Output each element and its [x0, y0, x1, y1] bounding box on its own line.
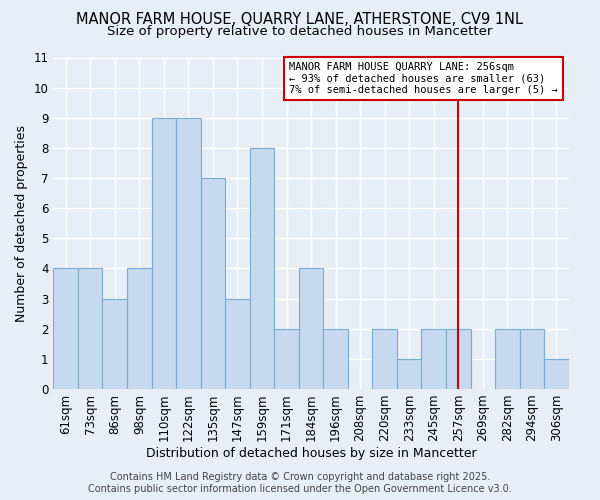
Bar [421, 328, 446, 389]
Text: Size of property relative to detached houses in Mancetter: Size of property relative to detached ho… [107, 25, 493, 38]
Bar [323, 328, 348, 389]
Bar [78, 268, 103, 389]
Text: Contains HM Land Registry data © Crown copyright and database right 2025.
Contai: Contains HM Land Registry data © Crown c… [88, 472, 512, 494]
Bar [397, 359, 421, 389]
Bar [176, 118, 200, 389]
Bar [225, 298, 250, 389]
Bar [53, 268, 78, 389]
Bar [446, 328, 470, 389]
Y-axis label: Number of detached properties: Number of detached properties [15, 124, 28, 322]
Bar [544, 359, 569, 389]
Bar [152, 118, 176, 389]
Bar [495, 328, 520, 389]
Bar [274, 328, 299, 389]
X-axis label: Distribution of detached houses by size in Mancetter: Distribution of detached houses by size … [146, 447, 476, 460]
Bar [127, 268, 152, 389]
Bar [520, 328, 544, 389]
Bar [250, 148, 274, 389]
Bar [373, 328, 397, 389]
Text: MANOR FARM HOUSE, QUARRY LANE, ATHERSTONE, CV9 1NL: MANOR FARM HOUSE, QUARRY LANE, ATHERSTON… [77, 12, 523, 28]
Bar [299, 268, 323, 389]
Bar [200, 178, 225, 389]
Text: MANOR FARM HOUSE QUARRY LANE: 256sqm
← 93% of detached houses are smaller (63)
7: MANOR FARM HOUSE QUARRY LANE: 256sqm ← 9… [289, 62, 558, 95]
Bar [103, 298, 127, 389]
